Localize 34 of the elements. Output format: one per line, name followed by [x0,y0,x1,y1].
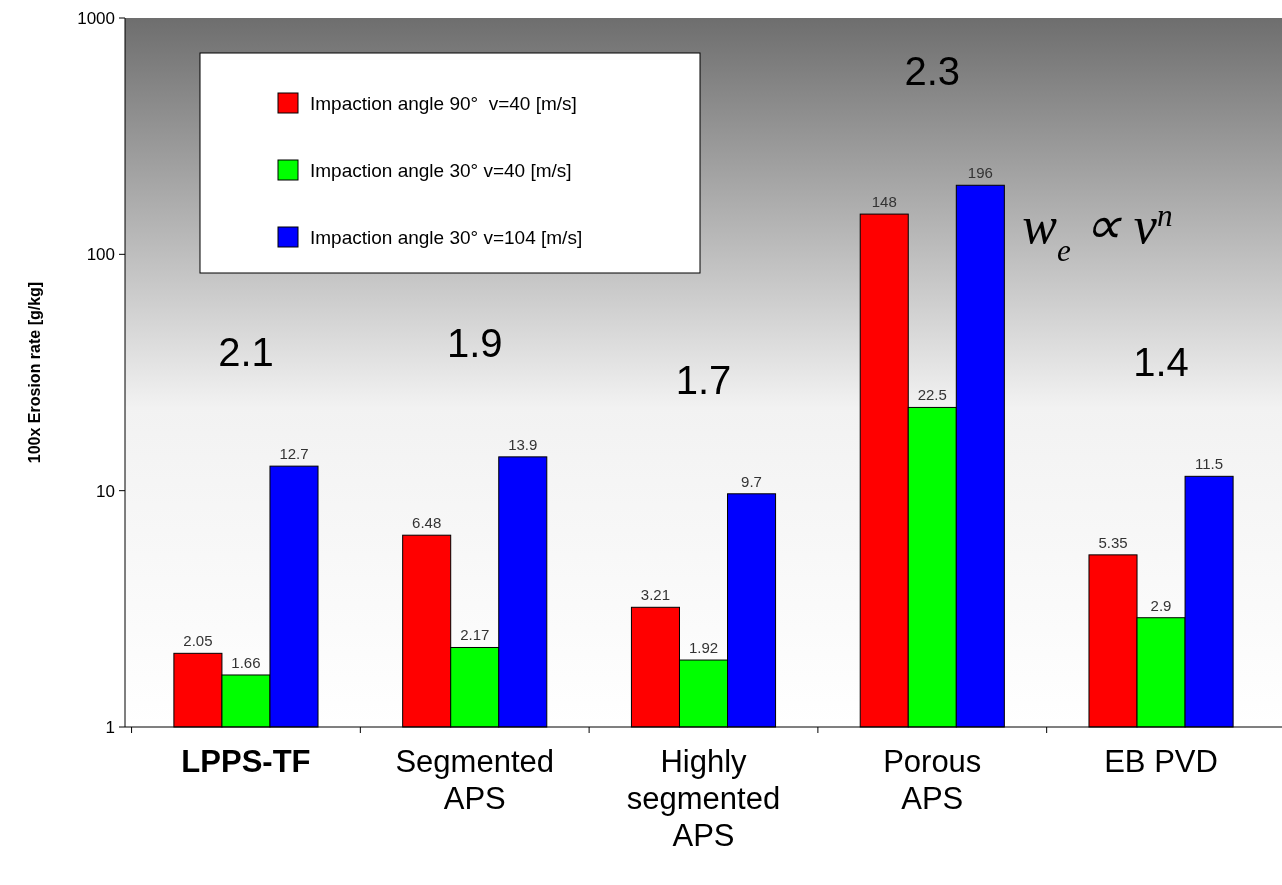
annotation: w$_{e}$ ∝ v$^{n}$ [1022,197,1173,268]
legend-label: Impaction angle 90° v=40 [m/s] [310,93,577,114]
annotation: 1.4 [1133,340,1189,385]
data-label: 22.5 [917,386,947,404]
data-label: 2.17 [460,626,490,644]
data-label: 3.21 [640,586,671,604]
y-tick-label: 1000 [77,9,115,28]
x-tick-label: Porous APS [883,744,982,816]
x-tick-label: LPPS-TF [181,744,311,779]
legend-label: Impaction angle 30° v=104 [m/s] [310,227,583,248]
y-tick-label: 10 [96,481,115,501]
annotation: 2.1 [218,330,274,375]
data-label: 11.5 [1195,455,1224,473]
x-tick-label: Segmented APS [395,744,555,816]
y-tick-label: 1 [105,718,115,737]
data-label: 1.92 [688,639,719,657]
legend-label: Impaction angle 30° v=40 [m/s] [310,160,572,181]
x-tick-label: Highly segmented APS [626,744,781,853]
data-label: 9.7 [741,472,762,490]
annotation: 1.7 [675,357,732,402]
x-tick-label: EB PVD [1104,744,1218,779]
data-label: 12.7 [279,445,309,463]
data-label: 6.48 [412,514,442,532]
annotation: 2.3 [904,49,961,94]
data-label: 148 [871,193,897,211]
y-axis-title: 100x Erosion rate [g/kg] [26,281,43,464]
annotation: 1.9 [446,320,503,365]
data-label: 2.05 [183,632,213,650]
data-label: 196 [967,164,993,182]
data-label: 2.9 [1150,596,1172,614]
data-label: 13.9 [508,435,538,453]
y-tick-label: 100 [86,245,115,265]
data-label: 1.66 [231,653,261,671]
data-label: 5.35 [1098,533,1128,551]
